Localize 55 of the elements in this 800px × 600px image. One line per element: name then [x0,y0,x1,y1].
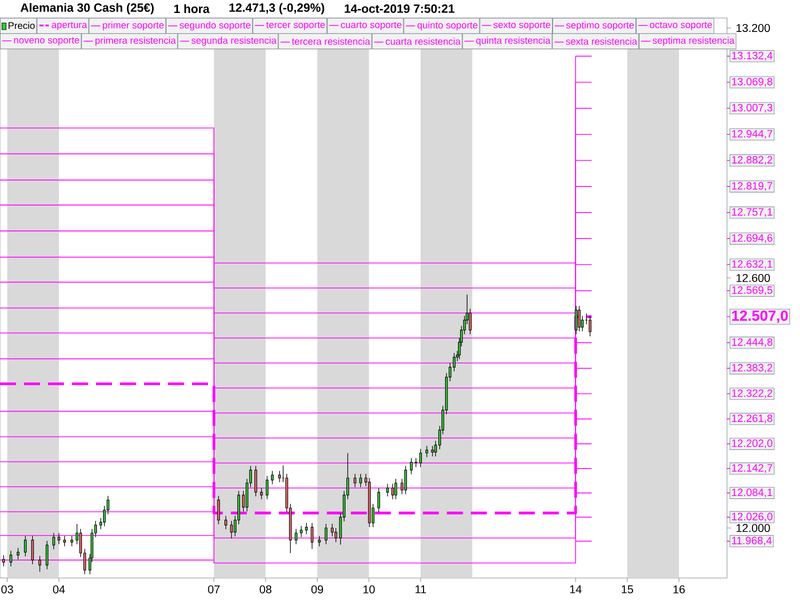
legend-label: segunda resistencia [191,36,276,46]
x-tick-label: 03 [1,585,14,594]
y-tick-label: 13.200 [736,24,770,32]
y2-tick-label: 12.261,8 [732,414,772,424]
y2-tick-label: 12.819,7 [732,182,772,191]
legend-label: segundo soporte [180,21,250,30]
legend-label: septima resistencia [652,36,735,46]
y2-tick-label: 11.968,4 [732,536,772,546]
y2-tick-label: 12.322,2 [732,389,772,398]
y2-tick-label: 12.632,1 [732,260,772,270]
x-tick-label: 10 [363,585,375,594]
y2-tick-label: 13.007,3 [732,104,772,113]
text: 1 hora [174,4,210,14]
legend-label: Precio [8,22,35,29]
chart-title: Alemania 30 Cash (25€) [20,3,154,14]
y2-tick-label: 12.944,7 [732,130,772,139]
text: 14-oct-2019 7:50:21 [344,4,454,13]
x-tick-label: 15 [622,585,634,594]
y2-tick-label: 12.026,0 [732,512,772,522]
x-tick-label: 16 [674,585,685,594]
y2-tick-label: 13.132,4 [732,52,772,61]
x-tick-label: 09 [311,585,324,594]
legend-label: octavo soporte [650,22,712,30]
legend-label: quinto soporte [418,21,478,30]
y2-tick-label: 13.069,8 [732,78,772,87]
legend-label: primera resistencia [95,36,176,46]
legend-label: noveno soporte [14,37,80,46]
y2-tick-label: 12.142,7 [732,464,772,473]
y2-tick-label: 12.507,0 [732,310,788,324]
x-tick-label: 14 [570,585,582,594]
y2-tick-label: 12.694,6 [732,234,772,243]
y2-tick-label: 12.569,5 [732,286,772,296]
x-tick-label: 11 [416,585,426,594]
y2-tick-label: 12.444,8 [732,338,772,348]
y-tick-label: 12.600 [736,274,770,282]
x-tick-label: 08 [260,585,272,594]
y2-tick-label: 12.757,1 [732,208,772,217]
y2-tick-label: 12.882,2 [732,156,772,165]
y2-tick-label: 12.202,0 [732,439,772,448]
legend-label: apertura [52,22,88,30]
legend-label: primer soporte [102,21,164,30]
legend-label: cuarto soporte [340,22,402,30]
legend-label: sexto soporte [493,22,550,30]
x-tick-label: 07 [208,585,220,594]
y-tick-label: 12.000 [736,524,770,532]
legend-label: tercer soporte [266,22,325,30]
x-tick-label: 04 [53,585,65,594]
legend-label: quinta resistencia [476,36,550,46]
y2-tick-label: 12.084,1 [732,488,772,498]
y2-tick-label: 12.383,2 [732,364,772,373]
legend-label: sexta resistencia [566,38,638,45]
text: 12.471,3 (-0,29%) [229,3,324,14]
legend-label: septimo soporte [566,21,634,30]
legend-label: tercera resistencia [292,38,370,45]
legend-label: cuarta resistencia [386,38,461,45]
